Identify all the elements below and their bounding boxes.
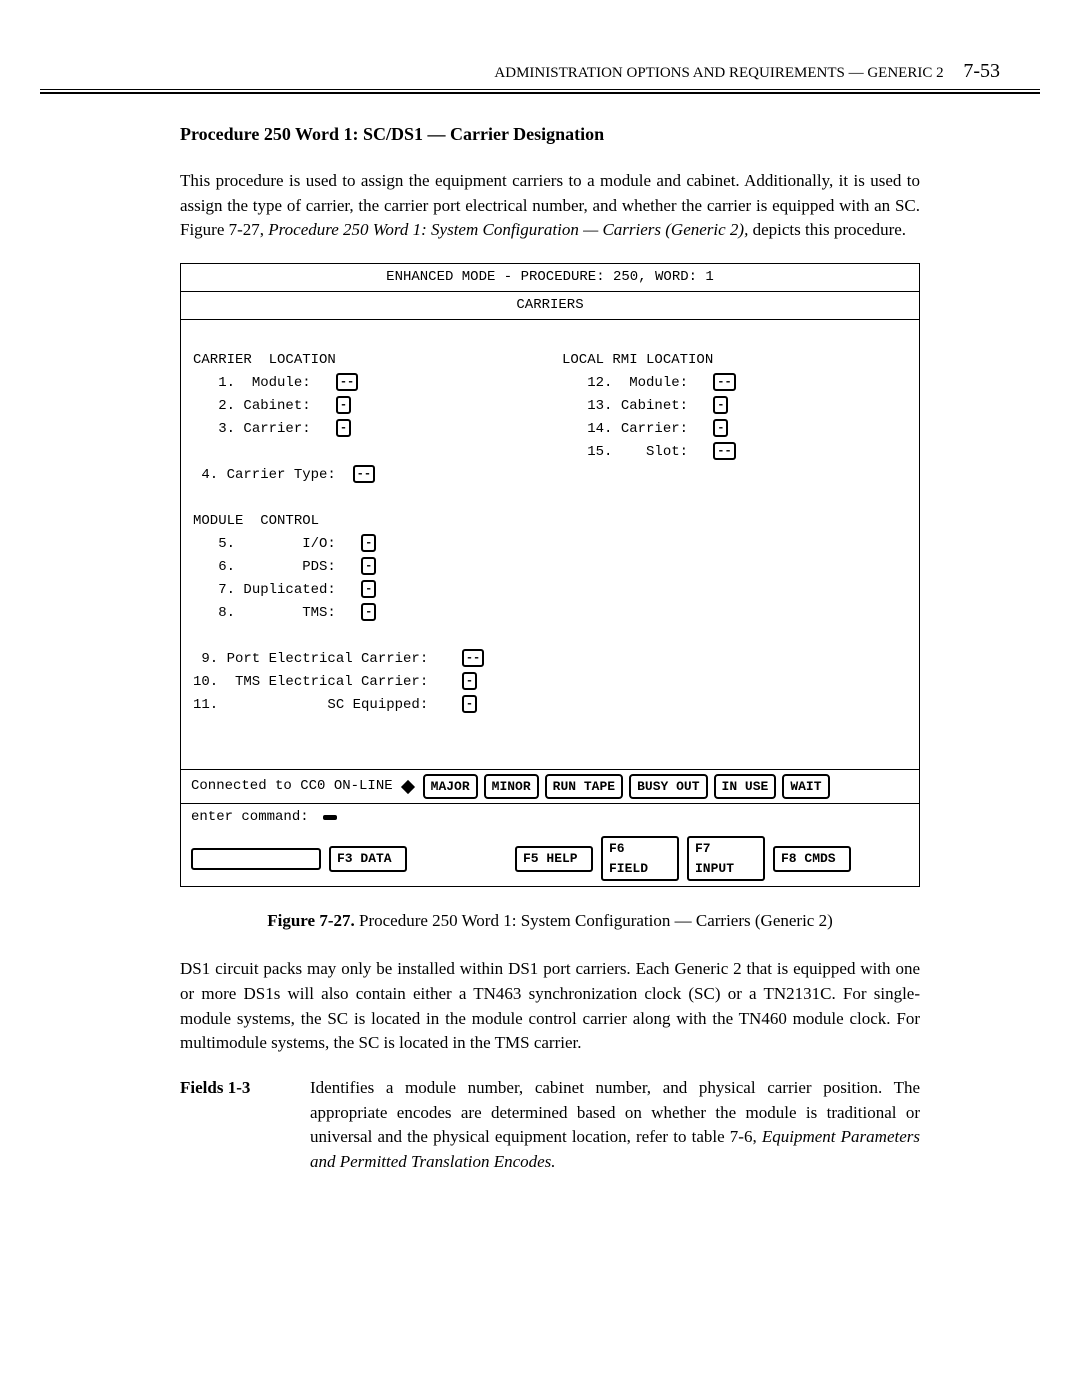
field-row: 12. Module: -- <box>550 372 919 395</box>
field-box[interactable]: - <box>336 419 351 437</box>
field-row: 5. I/O: - <box>181 533 919 556</box>
terminal-title: ENHANCED MODE - PROCEDURE: 250, WORD: 1 <box>181 264 919 292</box>
field-row: 13. Cabinet: - <box>550 395 919 418</box>
status-button-major[interactable]: MAJOR <box>423 774 478 800</box>
fields-1-3-block: Fields 1-3 Identifies a module number, c… <box>180 1076 920 1175</box>
left-section-label: CARRIER LOCATION <box>181 349 550 372</box>
field-row: 8. TMS: - <box>181 602 919 625</box>
page-header: ADMINISTRATION OPTIONS AND REQUIREMENTS … <box>40 60 1040 83</box>
procedure-heading: Procedure 250 Word 1: SC/DS1 — Carrier D… <box>180 124 920 145</box>
figure-caption: Figure 7-27. Procedure 250 Word 1: Syste… <box>180 911 920 931</box>
ds1-paragraph: DS1 circuit packs may only be installed … <box>180 957 920 1056</box>
fkey-row: F3 DATA F5 HELP F6 FIELD F7 INPUT F8 CMD… <box>181 833 919 886</box>
field-box[interactable]: -- <box>713 442 735 460</box>
fkey-f3[interactable]: F3 DATA <box>329 846 407 872</box>
field-row: 3. Carrier: - <box>181 418 550 441</box>
command-label: enter command: <box>191 807 309 828</box>
field-box[interactable]: - <box>336 396 351 414</box>
field-box[interactable]: - <box>713 419 728 437</box>
fields-text: Identifies a module number, cabinet numb… <box>310 1076 920 1175</box>
field-box[interactable]: - <box>361 580 376 598</box>
command-row: enter command: <box>181 804 919 833</box>
field-row: 1. Module: -- <box>181 372 550 395</box>
status-button-busy-out[interactable]: BUSY OUT <box>629 774 707 800</box>
field-box[interactable]: - <box>361 557 376 575</box>
field-row: 2. Cabinet: - <box>181 395 550 418</box>
field-box[interactable]: -- <box>713 373 735 391</box>
status-button-run-tape[interactable]: RUN TAPE <box>545 774 623 800</box>
field-box[interactable]: -- <box>353 465 375 483</box>
terminal-body: CARRIER LOCATION 1. Module: -- 2. Cabine… <box>181 320 919 770</box>
status-button-minor[interactable]: MINOR <box>484 774 539 800</box>
status-bar: Connected to CC0 ON-LINE MAJOR MINOR RUN… <box>181 770 919 805</box>
fkey-f8[interactable]: F8 CMDS <box>773 846 851 872</box>
page-number: 7-53 <box>963 60 1000 82</box>
field-box[interactable]: -- <box>336 373 358 391</box>
field-row: 9. Port Electrical Carrier: -- <box>181 648 919 671</box>
field-row: 4. Carrier Type: -- <box>181 464 550 487</box>
field-row: 10. TMS Electrical Carrier: - <box>181 671 919 694</box>
field-row: 7. Duplicated: - <box>181 579 919 602</box>
fkey-f7[interactable]: F7 INPUT <box>687 836 765 881</box>
field-box[interactable]: - <box>361 534 376 552</box>
field-box[interactable]: - <box>713 396 728 414</box>
fkey-f6[interactable]: F6 FIELD <box>601 836 679 881</box>
fields-label: Fields 1-3 <box>180 1076 270 1175</box>
field-box[interactable]: - <box>462 695 477 713</box>
right-section-label: LOCAL RMI LOCATION <box>550 349 919 372</box>
field-box[interactable]: - <box>361 603 376 621</box>
status-button-in-use[interactable]: IN USE <box>714 774 777 800</box>
field-row: 15. Slot: -- <box>550 441 919 464</box>
fkey-f5[interactable]: F5 HELP <box>515 846 593 872</box>
field-box[interactable]: -- <box>462 649 484 667</box>
terminal-subtitle: CARRIERS <box>181 292 919 320</box>
header-text: ADMINISTRATION OPTIONS AND REQUIREMENTS … <box>494 65 943 81</box>
header-rule <box>40 89 1040 94</box>
field-row: 14. Carrier: - <box>550 418 919 441</box>
dash-indicator <box>323 815 337 820</box>
intro-paragraph: This procedure is used to assign the equ… <box>180 169 920 243</box>
field-box[interactable]: - <box>462 672 477 690</box>
field-row: 6. PDS: - <box>181 556 919 579</box>
module-control-label: MODULE CONTROL <box>181 510 919 533</box>
terminal-screen: ENHANCED MODE - PROCEDURE: 250, WORD: 1 … <box>180 263 920 888</box>
status-text: Connected to CC0 ON-LINE <box>191 776 393 797</box>
field-row: 11. SC Equipped: - <box>181 694 919 717</box>
diamond-icon <box>401 780 415 794</box>
command-input[interactable] <box>191 848 321 870</box>
status-button-wait[interactable]: WAIT <box>782 774 829 800</box>
